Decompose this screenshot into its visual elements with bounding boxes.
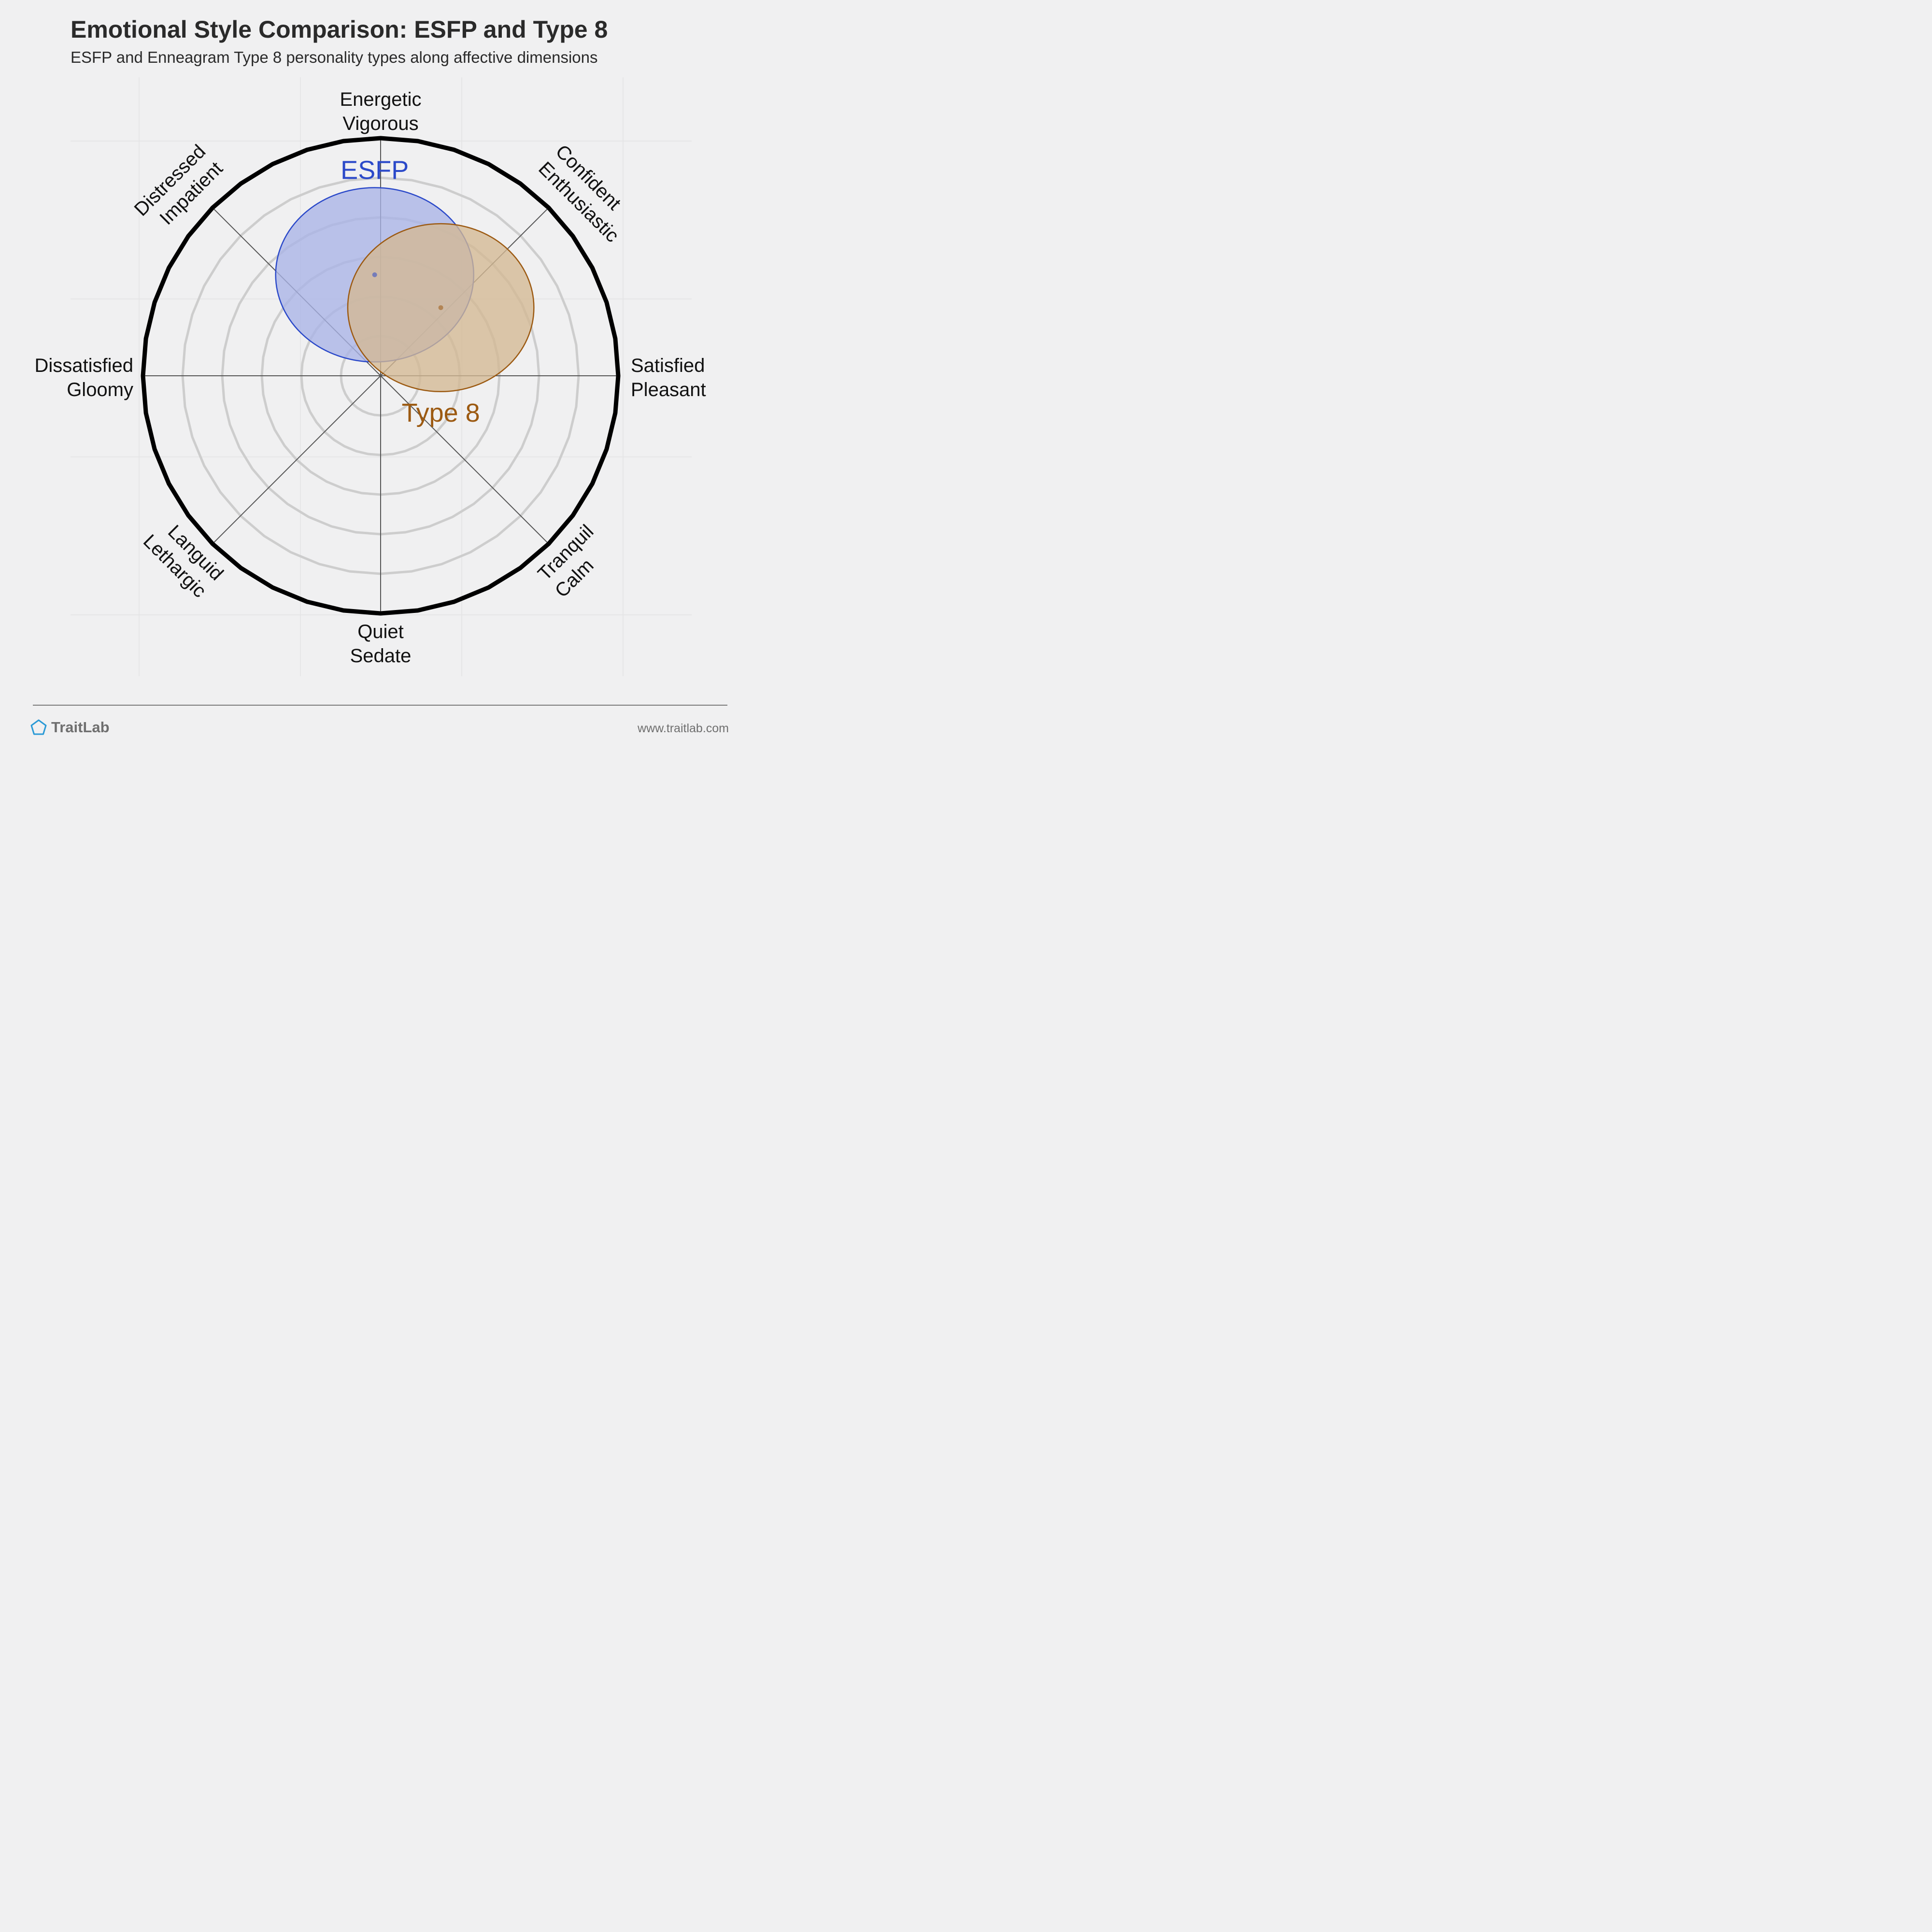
axis-label-dissatisfied: Dissatisfied Gloomy xyxy=(34,355,133,400)
axis-label-energetic-line-1: Vigorous xyxy=(342,113,418,134)
axis-label-dissatisfied-line-1: Gloomy xyxy=(67,379,133,400)
brand-logo[interactable]: TraitLab xyxy=(30,719,110,736)
axis-label-energetic: Energetic Vigorous xyxy=(340,89,422,134)
axis-spoke-3 xyxy=(380,375,549,544)
series-point-type-8 xyxy=(438,305,443,310)
axis-label-satisfied-line-0: Satisfied xyxy=(631,355,705,376)
axis-label-quiet-line-1: Sedate xyxy=(350,645,412,667)
series-label-esfp: ESFP xyxy=(341,156,409,185)
axis-label-distressed: DistressedImpatient xyxy=(130,141,227,237)
axis-label-languid: LanguidLethargic xyxy=(139,513,227,602)
pentagon-icon xyxy=(30,719,47,735)
axis-label-tranquil: TranquilCalm xyxy=(534,521,615,602)
axis-spoke-5 xyxy=(212,375,381,544)
website-link[interactable]: www.traitlab.com xyxy=(638,722,729,735)
brand-name: TraitLab xyxy=(51,719,110,736)
series-layer: ESFP Type 8 xyxy=(275,156,535,427)
axis-label-energetic-line-0: Energetic xyxy=(340,89,422,110)
outer-ring xyxy=(141,136,621,616)
axis-label-dissatisfied-line-0: Dissatisfied xyxy=(34,355,133,376)
axis-label-confident: ConfidentEnthusiastic xyxy=(534,141,640,246)
axis-label-quiet: Quiet Sedate xyxy=(350,621,412,667)
chart-title: Emotional Style Comparison: ESFP and Typ… xyxy=(71,16,608,43)
footer-divider xyxy=(33,705,727,706)
outer-boundary-ring xyxy=(141,136,621,616)
series-point-esfp xyxy=(372,272,377,277)
axis-label-quiet-line-0: Quiet xyxy=(357,621,404,642)
radial-chart: ESFP Type 8 Energetic Vigorous Satisfied Ple… xyxy=(34,77,706,676)
axis-label-satisfied: Satisfied Pleasant xyxy=(631,355,706,400)
series-label-type-8: Type 8 xyxy=(402,398,480,427)
chart-subtitle: ESFP and Enneagram Type 8 personality ty… xyxy=(71,48,598,66)
axis-label-satisfied-line-1: Pleasant xyxy=(631,379,706,400)
